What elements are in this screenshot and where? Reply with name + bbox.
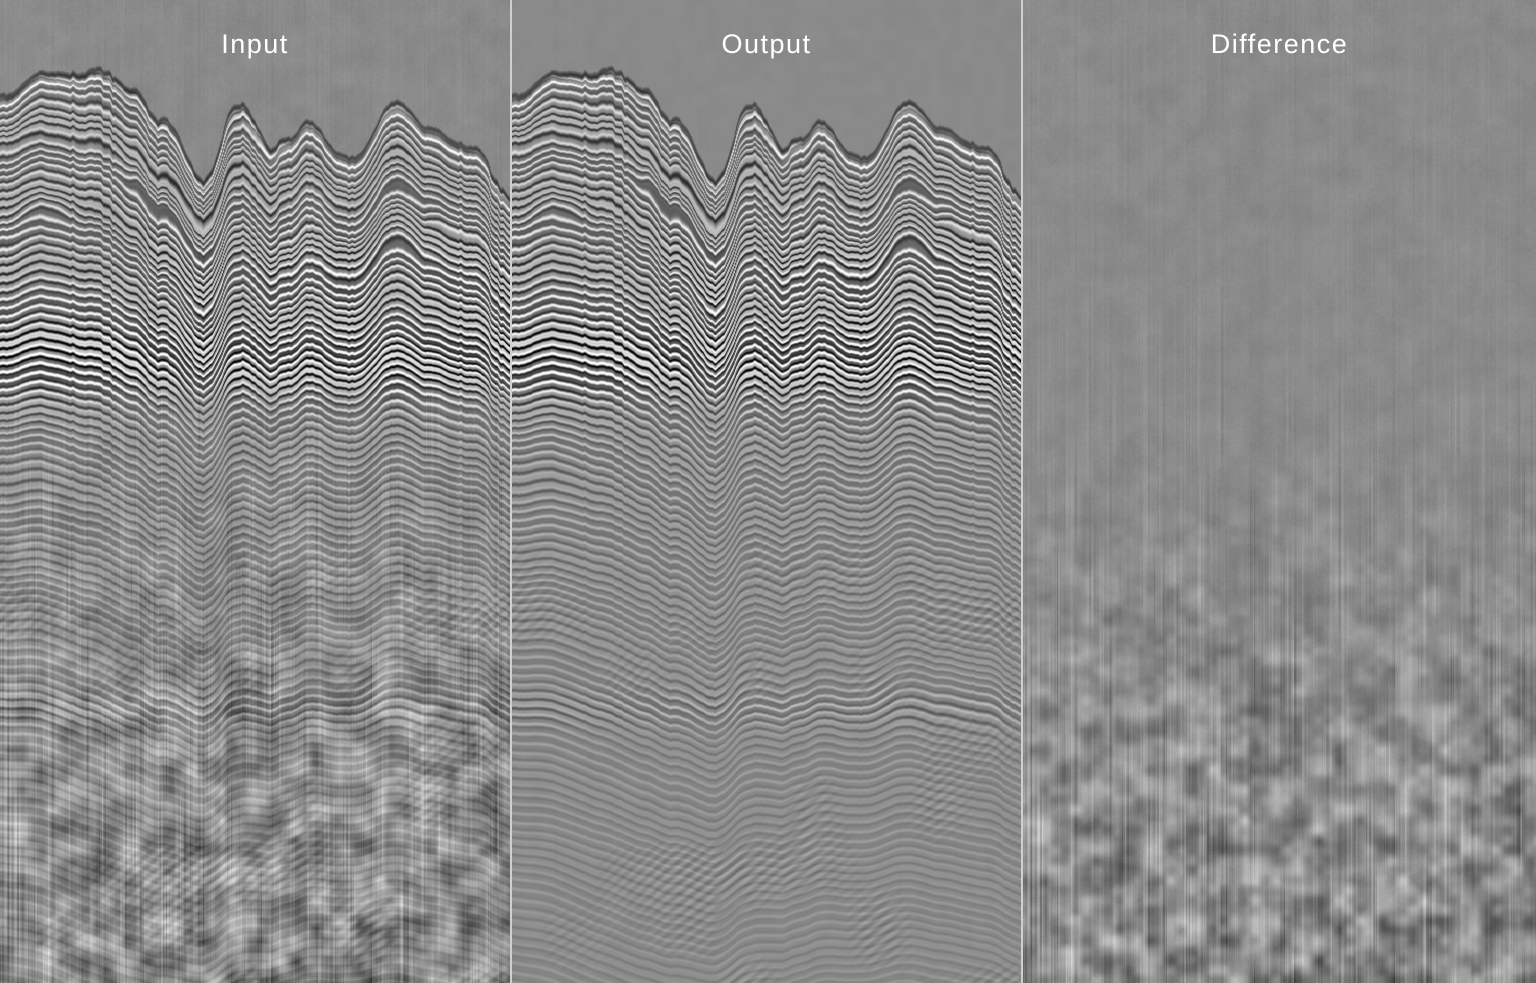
output-seismic-image xyxy=(512,0,1021,983)
input-seismic-image xyxy=(0,0,510,983)
difference-seismic-image xyxy=(1023,0,1536,983)
panel-output: Output xyxy=(512,0,1021,983)
panel-input: Input xyxy=(0,0,510,983)
panel-difference: Difference xyxy=(1023,0,1536,983)
